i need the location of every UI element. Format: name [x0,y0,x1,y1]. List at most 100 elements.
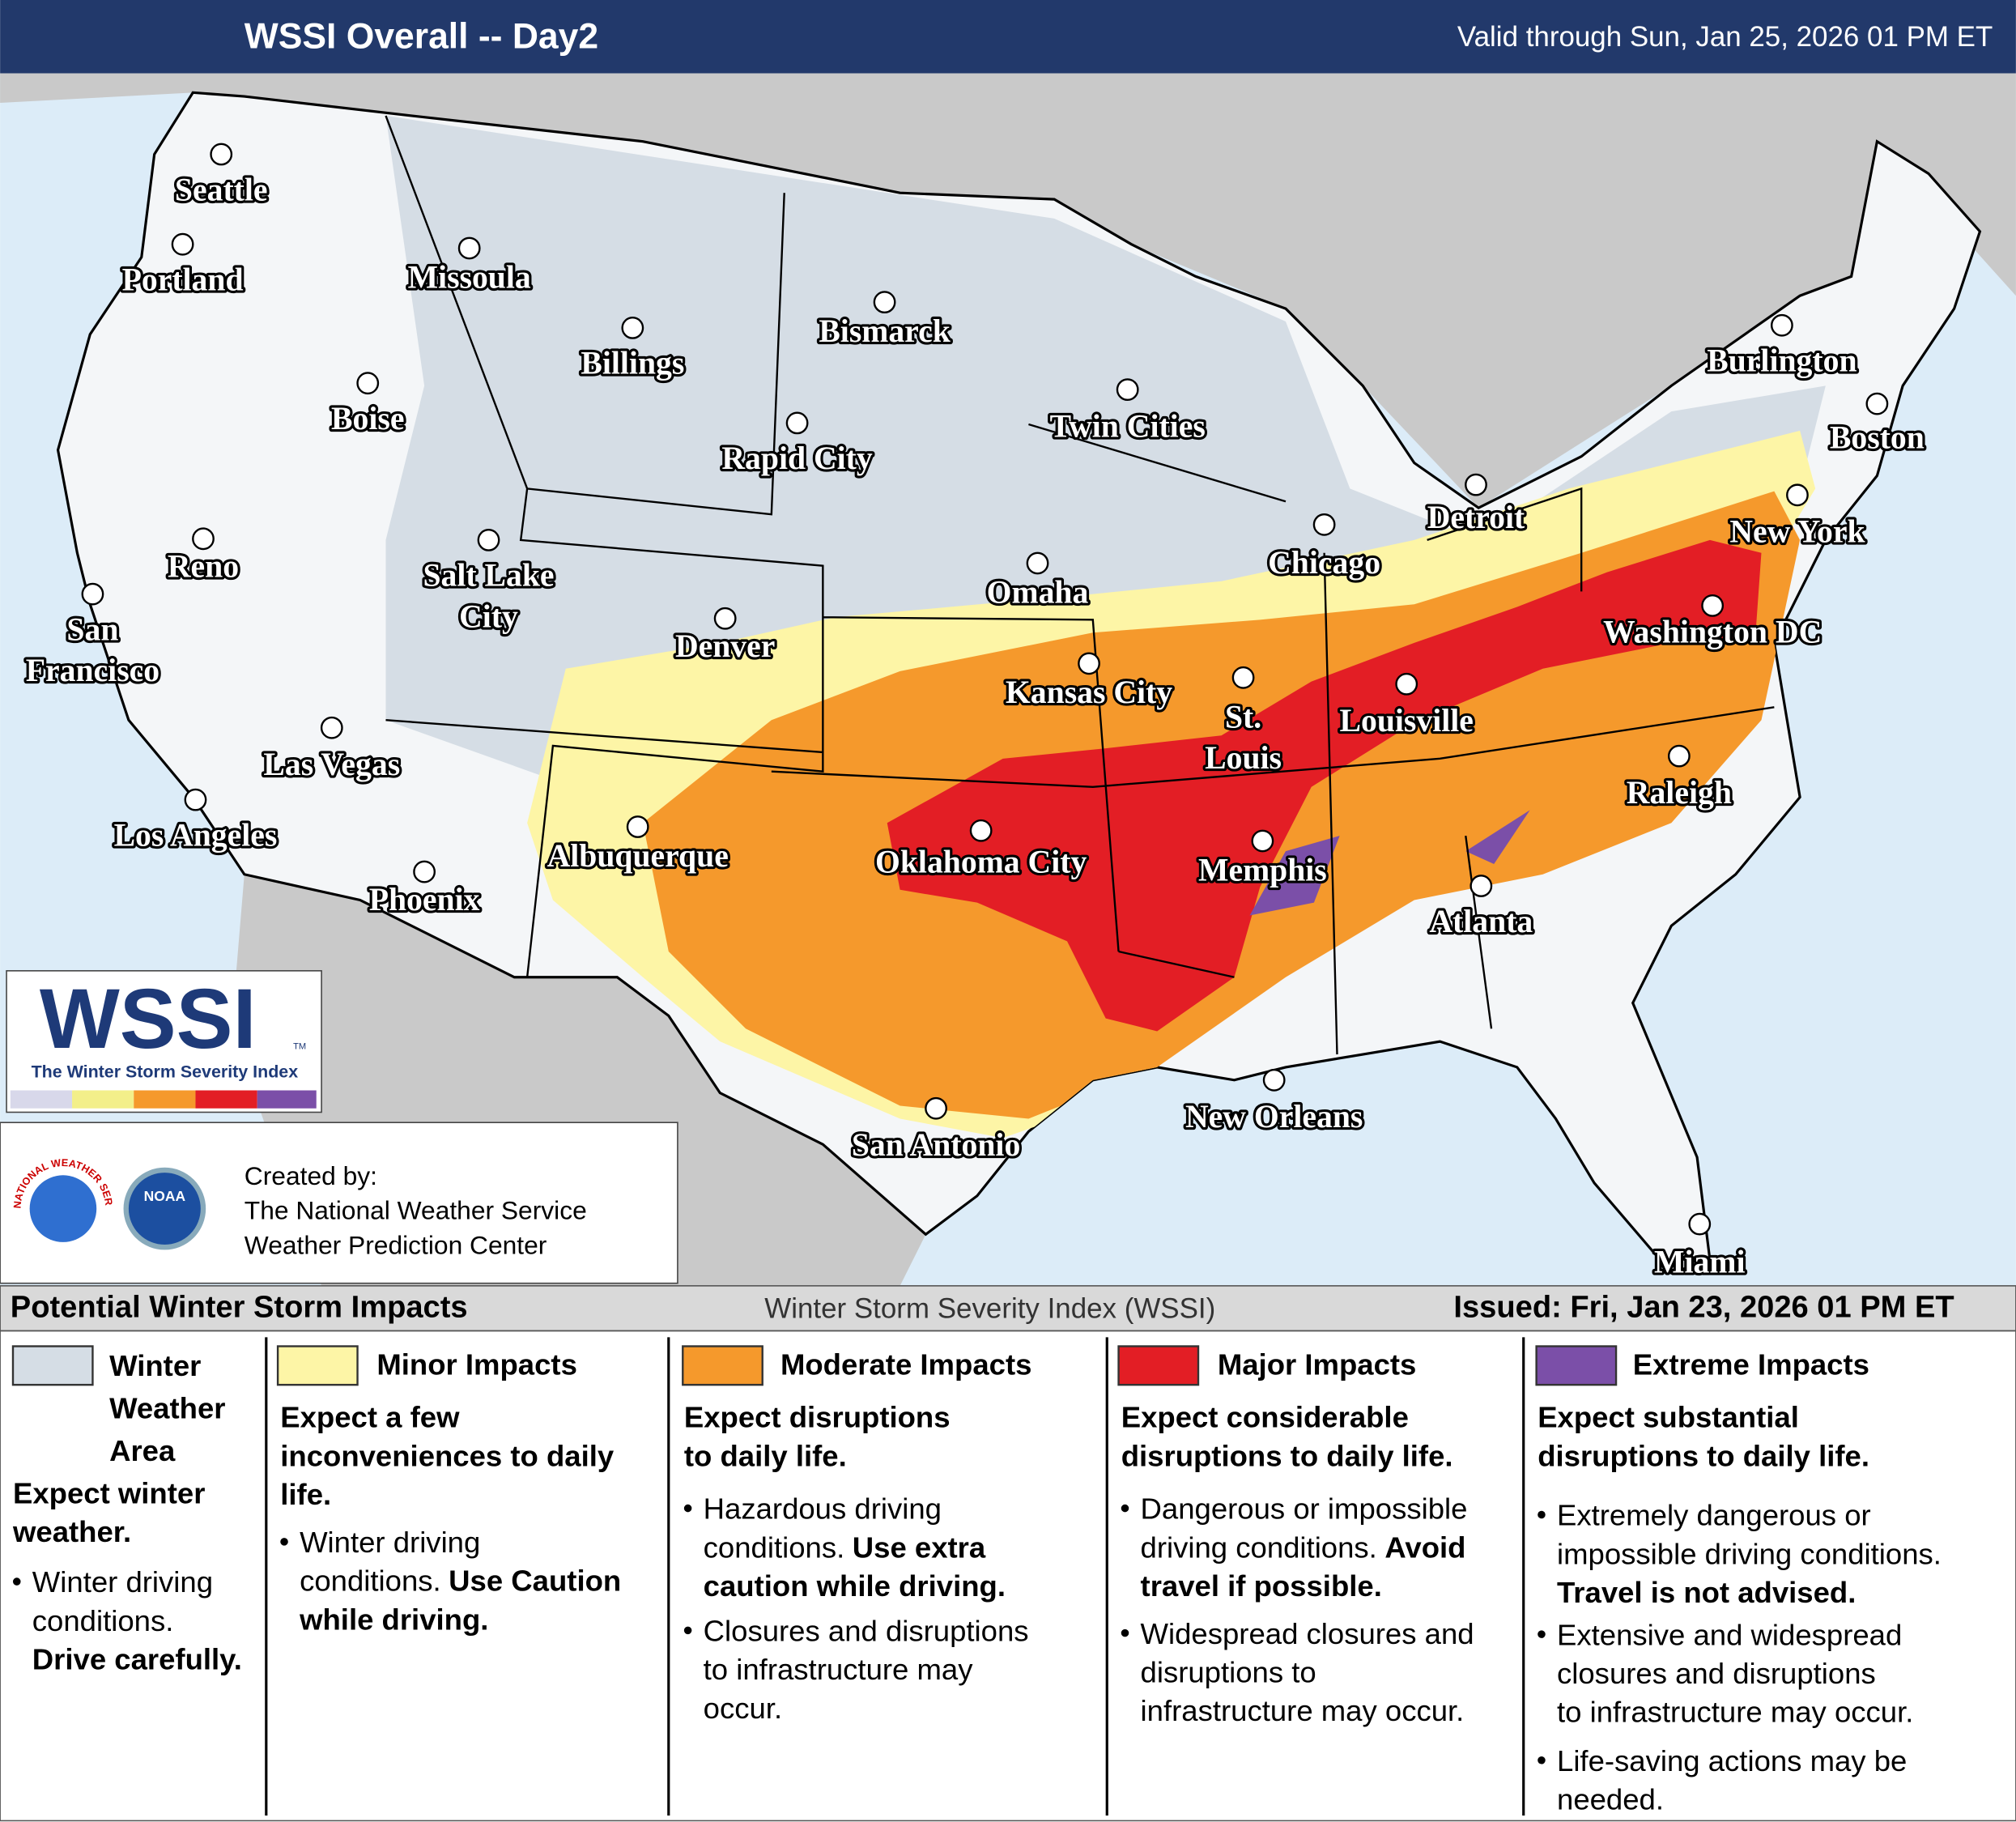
noaa-logo [123,1167,206,1250]
city-label: Oklahoma City [875,845,1087,880]
logo-colorbar [10,1090,317,1109]
noaa-text: NOAA [144,1188,186,1204]
bullet-dot [1538,1510,1546,1519]
city-label: Louis [1205,740,1282,776]
city-dot [320,716,343,739]
legend-name: Area [109,1434,176,1467]
bullet-dot [1121,1504,1129,1513]
city-label: Denver [675,628,775,664]
bullet-text: disruptions to [1141,1655,1316,1688]
bullet-dot [12,1577,21,1586]
legend-subtitle: Winter Storm Severity Index (WSSI) [764,1292,1215,1324]
bullet-line: closures and disruptions [1557,1657,1876,1690]
bullet-text: Dangerous or impossible [1141,1492,1468,1525]
bullet-text: occur. [704,1691,782,1724]
bullet-line: caution while driving. [704,1569,1006,1603]
extreme-area [1249,810,1530,916]
logo-tm: TM [293,1042,306,1052]
legend-summary: Expect substantial [1538,1401,1799,1434]
city-dot [1701,594,1725,617]
city-dot [210,143,233,166]
city-labels: Seattle Portland Missoula Billings Bismarck B… [23,143,1927,1283]
bullet-line: Life-saving actions may be [1557,1744,1907,1777]
legend-swatch [682,1345,763,1386]
city-label: Phoenix [369,882,480,917]
bullet-line: Widespread closures and [1141,1616,1474,1650]
bullet-text: conditions. [704,1530,845,1564]
city-label: City [459,598,518,634]
legend-header [0,1285,2016,1332]
legend-summary: inconveniences to daily [280,1439,615,1472]
bullet-line: Winter driving [300,1526,480,1559]
bullet-text: impossible driving conditions. [1557,1537,1942,1570]
city-label: Los Angeles [114,817,278,853]
city-label: Atlanta [1429,904,1533,939]
bullet-text: Widespread closures and [1141,1616,1474,1650]
bullet-line: Travel is not advised. [1557,1576,1856,1609]
bullet-bold: Avoid [1384,1530,1465,1564]
bullet-line: impossible driving conditions. [1557,1537,1942,1570]
city-dot [626,815,649,838]
header-bar [0,0,2016,74]
legend-summary: to daily life. [684,1439,847,1472]
bullet-text: Life-saving actions may be [1557,1744,1907,1777]
legend-swatch [11,1345,94,1386]
city-dot [171,232,194,256]
bullet-line: infrastructure may occur. [1141,1694,1465,1727]
bullet-bold: Use Caution [449,1564,621,1597]
legend-name: Minor Impacts [376,1348,577,1381]
legend-title: Potential Winter Storm Impacts [11,1291,468,1325]
bullet-line: Extensive and widespread [1557,1618,1902,1651]
city-label: Rapid City [721,441,873,476]
city-dot [356,372,380,395]
city-dot [1770,313,1793,337]
legend: Winter Weather Area Expect winter weather. Wi… [11,1337,1942,1816]
bullet-dot [683,1504,692,1513]
credits-box [0,1122,678,1284]
city-dot [81,582,104,606]
valid-time: Valid through Sun, Jan 25, 2026 01 PM ET [1457,21,1993,53]
bullet-text: to infrastructure may occur. [1557,1695,1913,1728]
city-label: New York [1729,514,1865,550]
bullet-dot [1121,1628,1129,1637]
city-label: Billings [581,346,684,381]
bullet-text: needed. [1557,1782,1664,1816]
city-dot [1116,378,1139,402]
city-dot [1312,513,1336,536]
city-dot [413,860,436,883]
bullet-bold: Drive carefully. [32,1642,242,1675]
city-label: Louisville [1340,703,1474,739]
city-label: Raleigh [1627,775,1732,811]
city-dot [1251,829,1274,853]
bullet-dot [280,1538,288,1546]
bullet-line: Extremely dangerous or [1557,1498,1871,1531]
major-area [887,539,1762,1032]
credits-text: Created by: The National Weather Service W… [245,1161,587,1260]
city-dot [1231,666,1255,689]
bullet-bold: Use extra [853,1530,986,1564]
bullet-text: to infrastructure may [704,1653,974,1686]
credit-line: The National Weather Service [245,1196,587,1225]
legend-issued: Issued: Fri, Jan 23, 2026 01 PM ET [1453,1291,1954,1325]
bullet-text: driving conditions. [1141,1530,1377,1564]
bullet-line: conditions. [32,1604,174,1637]
city-dot [477,529,500,551]
legend-swatch [1117,1345,1200,1386]
city-dot [1465,473,1487,496]
legend-summary: disruptions to daily life. [1538,1439,1869,1472]
bullet-text: Hazardous driving [704,1492,942,1525]
city-label: Detroit [1427,500,1525,535]
city-label: Memphis [1198,852,1327,888]
bullet-line: conditions. Use Caution [300,1564,621,1597]
city-dot [925,1096,947,1120]
city-label: Portland [122,262,244,297]
bullet-bold: while driving. [299,1603,488,1636]
city-dot [192,527,215,551]
city-label: Las Vegas [263,747,400,782]
city-label: Reno [168,549,239,585]
bullet-text: Closures and disruptions [704,1614,1029,1647]
city-dot [1865,392,1889,415]
legend-summary: life. [280,1478,331,1511]
bullet-line: Hazardous driving [704,1492,942,1525]
legend-name: Winter [109,1349,201,1382]
